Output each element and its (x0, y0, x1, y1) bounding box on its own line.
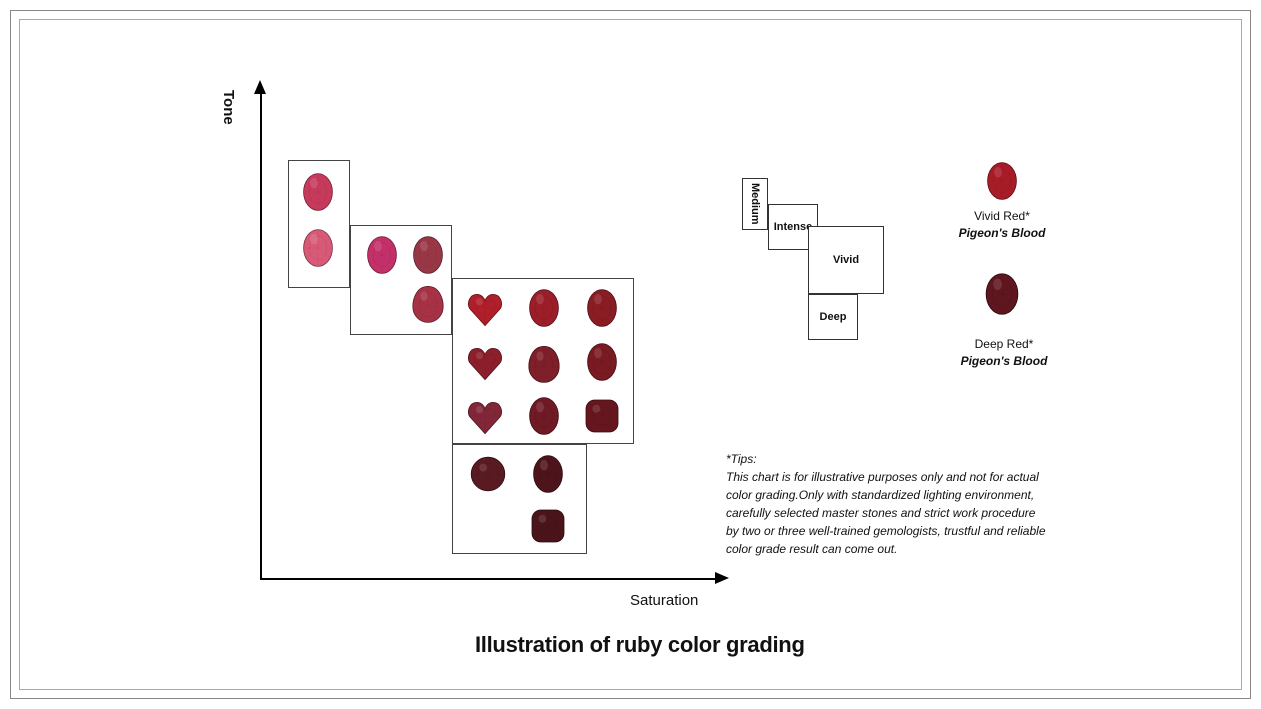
x-axis (260, 578, 715, 580)
chart-canvas: Tone Saturation Illustration of ruby col… (20, 20, 1241, 689)
exemplar-deep-line2: Pigeon's Blood (934, 353, 1074, 370)
exemplar-deep-stone (980, 272, 1024, 316)
legend-deep-label: Deep (820, 311, 847, 323)
outer-frame: Tone Saturation Illustration of ruby col… (10, 10, 1251, 699)
stone-2-5 (582, 342, 622, 382)
inner-frame: Tone Saturation Illustration of ruby col… (19, 19, 1242, 690)
stone-2-7 (524, 396, 564, 436)
legend-medium-label: Medium (749, 183, 761, 225)
stone-0-0 (298, 172, 338, 212)
legend-vivid-label: Vivid (833, 254, 859, 266)
stone-2-4 (524, 342, 564, 386)
legend-medium: Medium (742, 178, 768, 230)
chart-title: Illustration of ruby color grading (475, 632, 805, 658)
stone-2-2 (582, 288, 622, 328)
exemplar-vivid-label: Vivid Red* Pigeon's Blood (932, 208, 1072, 242)
legend-intense-label: Intense (774, 221, 813, 233)
stone-3-1 (528, 454, 568, 494)
x-axis-label: Saturation (630, 592, 698, 609)
legend-deep: Deep (808, 294, 858, 340)
stone-0-1 (298, 228, 338, 268)
tips-body: This chart is for illustrative purposes … (726, 470, 1046, 556)
stone-2-8 (582, 396, 622, 436)
stone-1-0 (362, 235, 402, 275)
tips-text: *Tips: This chart is for illustrative pu… (726, 450, 1046, 558)
exemplar-deep-line1: Deep Red* (934, 336, 1074, 353)
stone-1-2 (408, 282, 448, 326)
y-axis (260, 85, 262, 578)
legend-vivid: Vivid (808, 226, 884, 294)
x-axis-arrow (715, 572, 729, 584)
stone-2-0 (464, 288, 506, 328)
stone-2-1 (524, 288, 564, 328)
y-axis-arrow (254, 80, 266, 94)
stone-3-0 (468, 454, 508, 494)
exemplar-vivid-line2: Pigeon's Blood (932, 225, 1072, 242)
stone-2-3 (464, 342, 506, 382)
exemplar-vivid-line1: Vivid Red* (932, 208, 1072, 225)
stone-2-6 (464, 396, 506, 436)
stone-3-2 (528, 506, 568, 546)
exemplar-vivid-stone (982, 158, 1022, 204)
stone-1-1 (408, 235, 448, 275)
exemplar-deep-label: Deep Red* Pigeon's Blood (934, 336, 1074, 370)
y-axis-label: Tone (220, 90, 237, 125)
tips-heading: *Tips: (726, 450, 1046, 468)
